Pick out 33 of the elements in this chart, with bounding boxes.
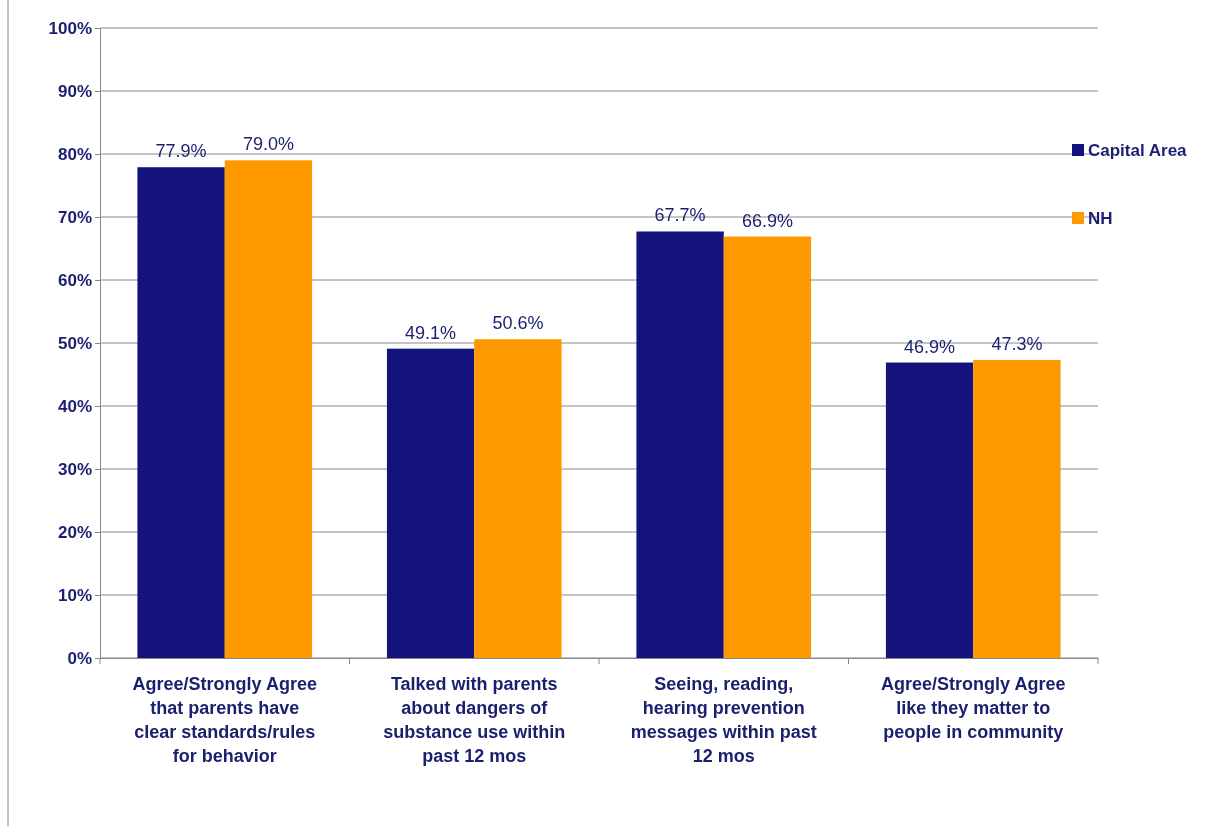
bar	[474, 339, 562, 658]
data-label: 67.7%	[654, 205, 706, 226]
data-label: 49.1%	[405, 322, 457, 343]
y-tick-label: 60%	[57, 270, 92, 290]
x-tick-label: Agree/Strongly Agree that parents have clear standards/rules for behavior	[132, 674, 317, 766]
y-tick-label: 10%	[57, 585, 92, 605]
data-label: 46.9%	[904, 336, 956, 357]
y-tick-label: 20%	[57, 522, 92, 542]
data-label: 79.0%	[242, 134, 294, 155]
legend-label: Capital Area	[1088, 141, 1188, 160]
data-label: 66.9%	[741, 210, 793, 231]
y-tick-label: 40%	[57, 396, 92, 416]
bar	[386, 348, 475, 658]
y-tick-label: 100%	[48, 18, 92, 38]
data-label: 47.3%	[991, 334, 1043, 355]
y-tick-label: 80%	[57, 144, 92, 164]
data-label: 77.9%	[155, 141, 207, 162]
bar	[973, 360, 1061, 658]
bar	[885, 362, 974, 658]
x-tick-label: Talked with parents about dangers of substance use within past 12 mos	[383, 674, 566, 766]
y-tick-label: 90%	[57, 81, 92, 101]
bar	[137, 167, 225, 658]
x-tick-label: Seeing, reading, hearing prevention messages within past 12 mos	[630, 674, 817, 766]
y-tick-label: 70%	[57, 207, 92, 227]
data-label: 50.6%	[492, 313, 544, 334]
x-tick-label: Agree/Strongly Agree like they matter to people in community	[881, 674, 1066, 742]
legend-label: NH	[1088, 209, 1113, 228]
bar	[636, 231, 724, 658]
y-tick-label: 50%	[57, 333, 92, 353]
bar	[723, 236, 812, 658]
bar	[224, 160, 313, 658]
y-tick-label: 0%	[67, 648, 92, 668]
y-tick-label: 30%	[57, 459, 92, 479]
